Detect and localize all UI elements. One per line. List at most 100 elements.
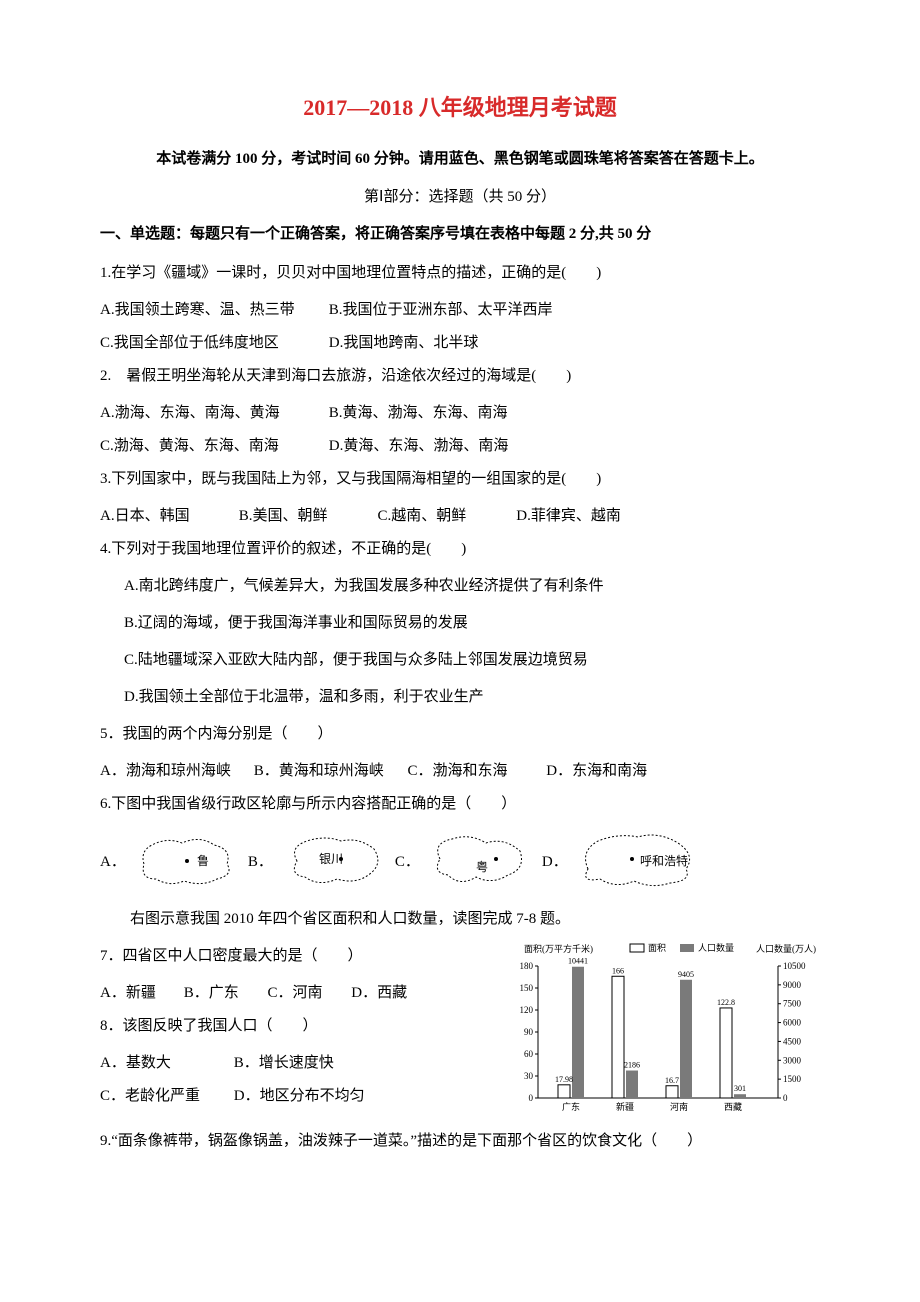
q4-c: C.陆地疆域深入亚欧大陆内部，便于我国与众多陆上邻国发展边境贸易 [100,644,820,677]
q8-d: D．地区分布不均匀 [234,1080,365,1113]
q6-map-d-text: 呼和浩特 [640,853,688,868]
q7-opts: A．新疆 B．广东 C．河南 D．西藏 [100,977,482,1010]
svg-text:180: 180 [520,961,534,971]
q6-d-label: D． [542,850,568,871]
q2-stem: 2. 暑假王明坐海轮从天津到海口去旅游，沿途依次经过的海域是( ) [100,360,820,393]
q8-stem: 8．该图反映了我国人口（ ） [100,1010,482,1043]
q1-d: D.我国地跨南、北半球 [329,327,479,360]
svg-text:6000: 6000 [783,1018,802,1028]
q5-stem: 5．我国的两个内海分别是（ ） [100,718,820,751]
q3-opts: A.日本、韩国 B.美国、朝鲜 C.越南、朝鲜 D.菲律宾、越南 [100,500,820,533]
svg-text:4500: 4500 [783,1036,802,1046]
q4-stem: 4.下列对于我国地理位置评价的叙述，不正确的是( ) [100,533,820,566]
q8-c: C．老龄化严重 [100,1080,230,1113]
q6-map-d: 呼和浩特 [574,829,704,891]
svg-text:0: 0 [783,1093,788,1103]
svg-text:人口数量: 人口数量 [698,942,734,953]
svg-text:301: 301 [734,1084,746,1093]
svg-text:150: 150 [520,983,534,993]
q6-stem: 6.下图中我国省级行政区轮廓与所示内容搭配正确的是（ ） [100,788,820,821]
q2-d: D.黄海、东海、渤海、南海 [329,430,509,463]
q3-d: D.菲律宾、越南 [516,500,621,533]
q8-b: B．增长速度快 [234,1047,334,1080]
q2-a: A.渤海、东海、南海、黄海 [100,397,325,430]
q3-a: A.日本、韩国 [100,500,235,533]
q5-d: D．东海和南海 [546,755,647,788]
q7-q8-block: 7．四省区中人口密度最大的是（ ） A．新疆 B．广东 C．河南 D．西藏 8．… [100,940,820,1125]
svg-text:1500: 1500 [783,1074,802,1084]
svg-text:新疆: 新疆 [616,1101,634,1112]
q6-b-label: B． [248,850,273,871]
area-population-chart: 0 30 60 90 120 150 180 0 1500 3000 4500 6000 7500 900… [500,940,820,1120]
svg-text:10441: 10441 [568,957,588,966]
svg-text:广东: 广东 [562,1101,580,1112]
svg-text:2186: 2186 [624,1061,640,1070]
q5-a: A．渤海和琼州海峡 [100,755,250,788]
svg-text:3000: 3000 [783,1055,802,1065]
svg-text:河南: 河南 [670,1101,688,1112]
q3-stem: 3.下列国家中，既与我国陆上为邻，又与我国隔海相望的一组国家的是( ) [100,463,820,496]
q6-map-row: A． 鲁 B． 银川 C． 粤 D． [100,829,820,891]
q7-a: A．新疆 [100,977,180,1010]
q3-b: B.美国、朝鲜 [239,500,374,533]
svg-text:西藏: 西藏 [724,1101,742,1112]
q1-b: B.我国位于亚洲东部、太平洋西岸 [329,294,553,327]
q8-opts-ab: A．基数大 B．增长速度快 [100,1047,482,1080]
q5-opts: A．渤海和琼州海峡 B．黄海和琼州海峡 C．渤海和东海 D．东海和南海 [100,755,820,788]
q6-a-label: A． [100,850,126,871]
svg-text:9000: 9000 [783,980,802,990]
q1-opts-ab: A.我国领土跨寒、温、热三带 B.我国位于亚洲东部、太平洋西岸 [100,294,820,327]
q7-d: D．西藏 [351,977,407,1010]
q9-stem: 9.“面条像裤带，锅盔像锅盖，油泼辣子一道菜。”描述的是下面那个省区的饮食文化（… [100,1125,820,1158]
svg-text:122.8: 122.8 [717,998,735,1007]
svg-text:30: 30 [524,1071,534,1081]
svg-text:人口数量(万人): 人口数量(万人) [756,943,816,954]
q6-map-b: 银川 [279,829,389,891]
section-1-heading: 一、单选题：每题只有一个正确答案，将正确答案序号填在表格中每题 2 分,共 50… [100,222,820,243]
q6-map-a: 鲁 [132,829,242,891]
q2-c: C.渤海、黄海、东海、南海 [100,430,325,463]
svg-text:面积(万平方千米): 面积(万平方千米) [524,943,593,954]
q6-c-label: C． [395,850,420,871]
q4-d: D.我国领土全部位于北温带，温和多雨，利于农业生产 [100,681,820,714]
q2-opts-cd: C.渤海、黄海、东海、南海 D.黄海、东海、渤海、南海 [100,430,820,463]
svg-text:166: 166 [612,966,624,975]
q7-b: B．广东 [184,977,264,1010]
svg-text:7500: 7500 [783,999,802,1009]
q1-opts-cd: C.我国全部位于低纬度地区 D.我国地跨南、北半球 [100,327,820,360]
chart-container: 0 30 60 90 120 150 180 0 1500 3000 4500 6000 7500 900… [500,940,820,1125]
q1-c: C.我国全部位于低纬度地区 [100,327,325,360]
svg-text:90: 90 [524,1027,534,1037]
svg-text:9405: 9405 [678,970,694,979]
q8-opts-cd: C．老龄化严重 D．地区分布不均匀 [100,1080,482,1113]
svg-text:16.7: 16.7 [665,1076,679,1085]
q5-c: C．渤海和东海 [408,755,543,788]
q5-b: B．黄海和琼州海峡 [254,755,404,788]
q6-map-a-text: 鲁 [197,854,209,868]
q7-q8-left: 7．四省区中人口密度最大的是（ ） A．新疆 B．广东 C．河南 D．西藏 8．… [100,940,482,1113]
exam-instructions: 本试卷满分 100 分，考试时间 60 分钟。请用蓝色、黑色钢笔或圆珠笔将答案答… [100,146,820,173]
q1-a: A.我国领土跨寒、温、热三带 [100,294,325,327]
page-title: 2017—2018 八年级地理月考试题 [100,90,820,122]
q1-stem: 1.在学习《疆域》一课时，贝贝对中国地理位置特点的描述，正确的是( ) [100,257,820,290]
svg-text:17.98: 17.98 [555,1075,573,1084]
svg-text:60: 60 [524,1049,534,1059]
document-page: 2017—2018 八年级地理月考试题 本试卷满分 100 分，考试时间 60 … [0,0,920,1222]
q3-c: C.越南、朝鲜 [378,500,513,533]
svg-text:120: 120 [520,1005,534,1015]
q6-map-c-text: 粤 [476,859,488,874]
q7-c: C．河南 [268,977,348,1010]
q7-intro: 右图示意我国 2010 年四个省区面积和人口数量，读图完成 7-8 题。 [100,903,820,936]
svg-text:10500: 10500 [783,961,806,971]
svg-text:面积: 面积 [648,942,666,953]
part-1-title: 第Ⅰ部分：选择题（共 50 分） [100,185,820,206]
q6-map-c: 粤 [426,829,536,891]
q2-opts-ab: A.渤海、东海、南海、黄海 B.黄海、渤海、东海、南海 [100,397,820,430]
q4-b: B.辽阔的海域，便于我国海洋事业和国际贸易的发展 [100,607,820,640]
q6-map-b-text: 银川 [319,852,343,866]
q8-a: A．基数大 [100,1047,230,1080]
q4-a: A.南北跨纬度广，气候差异大，为我国发展多种农业经济提供了有利条件 [100,570,820,603]
svg-text:0: 0 [529,1093,534,1103]
q2-b: B.黄海、渤海、东海、南海 [329,397,508,430]
q7-stem: 7．四省区中人口密度最大的是（ ） [100,940,482,973]
